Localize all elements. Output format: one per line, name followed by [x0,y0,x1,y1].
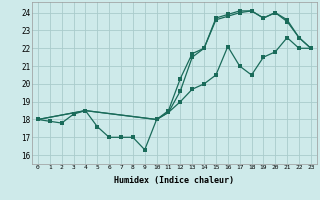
X-axis label: Humidex (Indice chaleur): Humidex (Indice chaleur) [115,176,234,185]
